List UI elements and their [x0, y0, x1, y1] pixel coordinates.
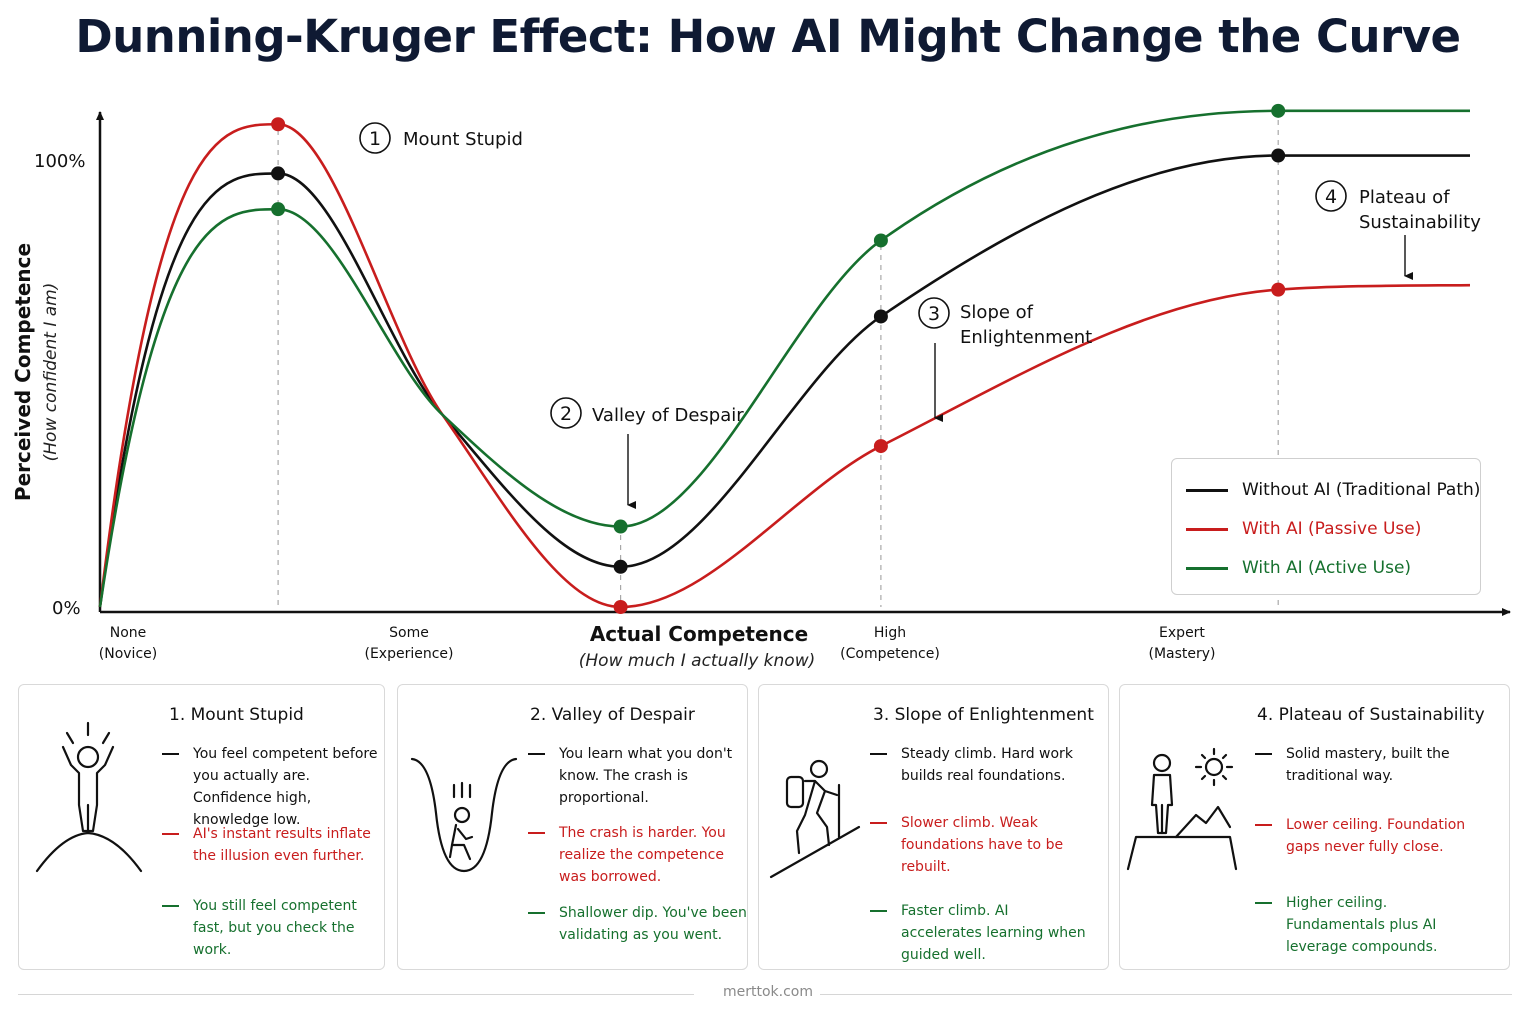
- x-tick-label: Some: [389, 625, 429, 641]
- card-item-green: Faster climb. AI accelerates learning wh…: [870, 900, 1089, 966]
- card-title: 1. Mount Stupid: [169, 705, 304, 725]
- card-item-green: Higher ceiling. Fundamentals plus AI lev…: [1255, 892, 1474, 958]
- legend-label: With AI (Active Use): [1242, 558, 1412, 578]
- x-tick-sublabel: (Competence): [840, 646, 940, 662]
- x-axis-title: Actual Competence: [590, 622, 808, 646]
- card-item-black: You feel competent before you actually a…: [162, 743, 381, 831]
- stage-point: [271, 117, 286, 132]
- annotation-number-badge: [550, 397, 582, 429]
- annotation-number-badge: [1315, 180, 1347, 212]
- x-axis-subtitle: (How much I actually know): [579, 651, 816, 671]
- card-item-text: Lower ceiling. Foundation gaps never ful…: [1286, 817, 1466, 855]
- stage-point: [873, 439, 888, 454]
- annotation-slope-of-enlightenment: 3 Slope of Enlightenment: [918, 297, 1092, 422]
- y-tick-label: 100%: [34, 151, 85, 172]
- annotation-number: 2: [560, 403, 572, 425]
- card-item-green: Shallower dip. You've been validating as…: [528, 902, 747, 946]
- annotation-valley-of-despair: 2 Valley of Despair: [550, 397, 744, 509]
- y-tick-label: 0%: [52, 598, 81, 619]
- annotation-label: Enlightenment: [960, 327, 1092, 348]
- card-item-text: Solid mastery, built the traditional way…: [1286, 746, 1450, 784]
- card-item-text: Steady climb. Hard work builds real foun…: [901, 746, 1073, 784]
- legend-swatch-black: [1186, 488, 1228, 492]
- hiker-climbing-icon: [769, 759, 861, 879]
- card-item-text: Faster climb. AI accelerates learning wh…: [901, 903, 1086, 963]
- annotation-label: Plateau of: [1359, 187, 1450, 208]
- card-item-green: You still feel competent fast, but you c…: [162, 895, 381, 961]
- annotation-number-badge: [918, 297, 950, 329]
- card-item-text: You still feel competent fast, but you c…: [193, 898, 357, 958]
- series-passive-ai-line: [98, 122, 1471, 609]
- stage-card-slope-of-enlightenment: 3. Slope of Enlightenment Steady climb. …: [758, 684, 1109, 970]
- stage-point: [613, 559, 628, 574]
- person-in-valley-icon: [410, 757, 518, 873]
- stage-card-valley-of-despair: 2. Valley of Despair You learn what you …: [397, 684, 748, 970]
- card-title: 3. Slope of Enlightenment: [873, 705, 1094, 725]
- x-tick-sublabel: (Experience): [365, 646, 454, 662]
- y-axis-title: Perceived Competence: [11, 243, 35, 501]
- card-item-text: You learn what you don't know. The crash…: [559, 746, 733, 806]
- x-tick-sublabel: (Mastery): [1148, 646, 1215, 662]
- footer-divider-right: [820, 994, 1512, 995]
- chart-legend: Without AI (Traditional Path) With AI (P…: [1171, 458, 1481, 595]
- stage-point: [1271, 148, 1286, 163]
- page-title: Dunning-Kruger Effect: How AI Might Chan…: [75, 10, 1461, 63]
- stage-point: [1271, 282, 1286, 297]
- card-item-black: Steady climb. Hard work builds real foun…: [870, 743, 1089, 787]
- x-tick-sublabel: (Novice): [99, 646, 157, 662]
- footer-divider-left: [18, 994, 694, 995]
- dunning-kruger-chart: 100% 0% Perceived Competence (How confident…: [11, 103, 1511, 671]
- card-item-red: The crash is harder. You realize the com…: [528, 822, 747, 888]
- legend-label: With AI (Passive Use): [1242, 519, 1422, 539]
- annotation-number: 4: [1325, 186, 1337, 208]
- legend-label: Without AI (Traditional Path): [1242, 480, 1481, 500]
- stage-card-mount-stupid: 1. Mount Stupid You feel competent befor…: [18, 684, 385, 970]
- card-item-text: Slower climb. Weak foundations have to b…: [901, 815, 1064, 875]
- card-item-text: AI's instant results inflate the illusio…: [193, 826, 371, 864]
- stage-point: [271, 202, 286, 217]
- annotation-number: 1: [369, 128, 381, 150]
- annotation-number-badge: [359, 122, 391, 154]
- x-tick-label: Expert: [1159, 625, 1205, 641]
- footer-site: merttok.com: [722, 984, 813, 1000]
- x-tick-label: High: [874, 625, 906, 641]
- stage-point: [1271, 103, 1286, 118]
- legend-item-passive-ai: With AI (Passive Use): [1186, 515, 1421, 543]
- annotation-label: Sustainability: [1359, 212, 1481, 233]
- card-title: 2. Valley of Despair: [530, 705, 695, 725]
- legend-swatch-red: [1186, 527, 1228, 531]
- card-item-text: Shallower dip. You've been validating as…: [559, 905, 747, 943]
- legend-item-without-ai: Without AI (Traditional Path): [1186, 476, 1480, 504]
- stage-point: [873, 309, 888, 324]
- stage-point: [613, 600, 628, 614]
- annotation-number: 3: [928, 303, 940, 325]
- annotation-mount-stupid: 1 Mount Stupid: [359, 122, 523, 154]
- x-tick-label: None: [110, 625, 147, 641]
- stage-point: [271, 166, 286, 181]
- annotation-plateau-of-sustainability: 4 Plateau of Sustainability: [1315, 180, 1481, 280]
- annotation-label: Mount Stupid: [403, 129, 523, 150]
- person-on-plateau-icon: [1126, 747, 1238, 871]
- y-axis-subtitle: (How confident I am): [41, 283, 61, 462]
- card-item-red: AI's instant results inflate the illusio…: [162, 823, 381, 867]
- stage-point: [613, 519, 628, 534]
- person-on-peak-icon: [35, 721, 143, 873]
- legend-swatch-green: [1186, 566, 1228, 570]
- annotation-label: Slope of: [960, 302, 1034, 323]
- card-item-black: Solid mastery, built the traditional way…: [1255, 743, 1474, 787]
- card-title: 4. Plateau of Sustainability: [1257, 705, 1485, 725]
- card-item-text: The crash is harder. You realize the com…: [559, 825, 726, 885]
- stage-point: [873, 233, 888, 248]
- card-item-text: You feel competent before you actually a…: [193, 746, 378, 828]
- card-item-text: Higher ceiling. Fundamentals plus AI lev…: [1286, 895, 1438, 955]
- card-item-red: Lower ceiling. Foundation gaps never ful…: [1255, 814, 1474, 858]
- card-item-black: You learn what you don't know. The crash…: [528, 743, 747, 809]
- annotation-label: Valley of Despair: [592, 405, 744, 426]
- stage-card-plateau-of-sustainability: 4. Plateau of Sustainability Solid maste…: [1119, 684, 1510, 970]
- legend-item-active-ai: With AI (Active Use): [1186, 554, 1411, 582]
- card-item-red: Slower climb. Weak foundations have to b…: [870, 812, 1089, 878]
